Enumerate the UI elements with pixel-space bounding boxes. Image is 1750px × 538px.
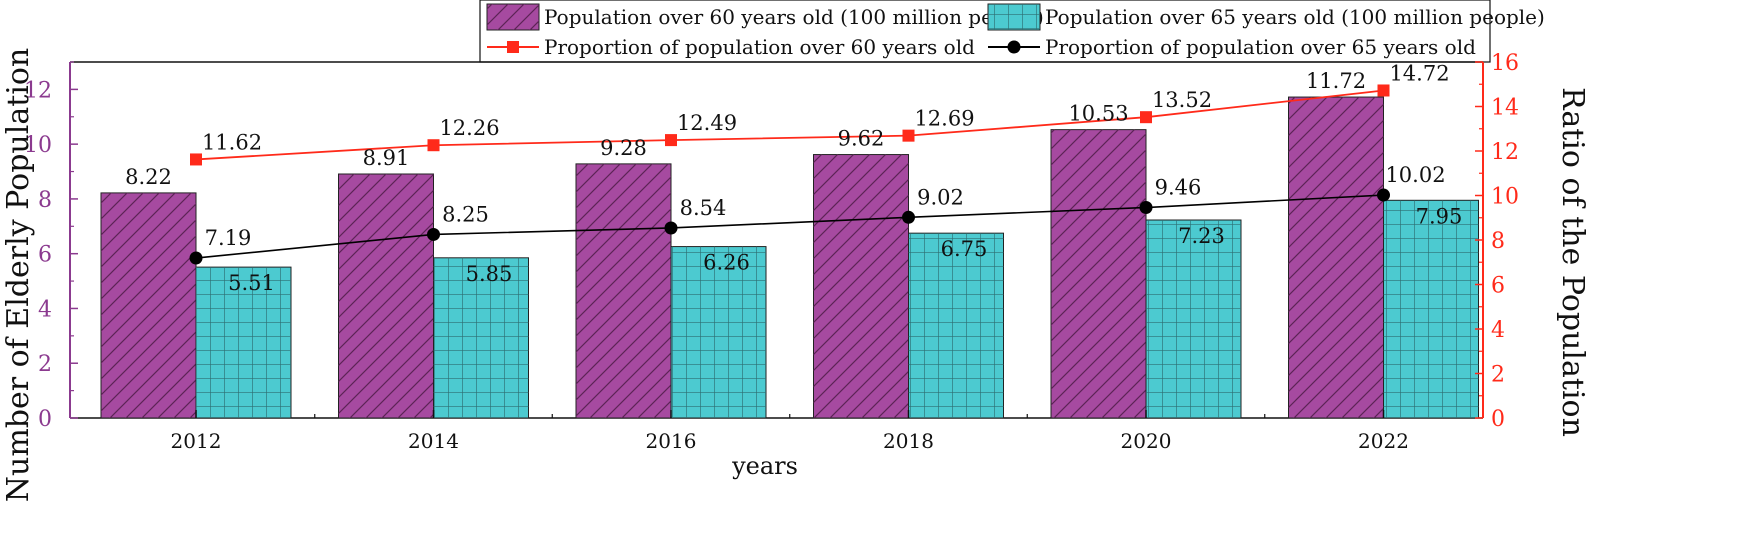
left-axis-tick-label: 0: [38, 407, 52, 432]
bar-over-65-hatch: [433, 257, 529, 418]
left-axis-tick-label: 10: [24, 133, 52, 158]
bar-over-65-value-label: 6.75: [941, 237, 988, 261]
bar-over-60-hatch: [1288, 97, 1384, 418]
legend-label-over-60-bar: Population over 60 years old (100 millio…: [544, 5, 1044, 29]
line-over-65-marker: [1377, 188, 1390, 202]
right-axis-title: Ratio of the Population: [1555, 87, 1590, 437]
bar-over-60-value-label: 9.28: [600, 136, 647, 160]
line-over-60-value-label: 11.62: [202, 130, 262, 154]
line-over-65-marker: [902, 210, 915, 224]
bar-over-65-value-label: 5.51: [228, 271, 275, 295]
line-over-65-value-label: 10.02: [1385, 163, 1445, 187]
line-over-65-value-label: 9.02: [917, 185, 964, 209]
line-over-65-value-label: 8.25: [442, 202, 489, 226]
bar-over-65-value-label: 6.26: [703, 251, 750, 275]
legend-box: [479, 0, 1491, 63]
bar-over-60-hatch: [338, 174, 434, 418]
line-over-60-value-label: 12.26: [439, 116, 499, 140]
left-axis-tick-label: 2: [38, 352, 52, 377]
line-over-65-marker: [664, 221, 678, 235]
line-over-60-marker: [1140, 111, 1152, 124]
bar-over-65-hatch: [196, 267, 291, 418]
legend-label-over-60-line: Proportion of population over 60 years o…: [544, 35, 975, 59]
line-over-60-marker: [427, 139, 440, 152]
line-over-65-proportion: [195, 194, 1384, 259]
bar-over-65-value-label: 7.95: [1416, 204, 1463, 228]
bar-over-65-value-label: 7.23: [1178, 224, 1225, 248]
line-over-65-marker: [427, 227, 440, 241]
legend: Population over 60 years old (100 millio…: [479, 0, 1545, 63]
line-over-65-marker: [1139, 201, 1153, 215]
line-over-60-value-label: 14.72: [1389, 61, 1449, 85]
data-labels: 8.22 5.51 8.91 5.85 9.28 6.26 9.62 6.75 10.53 7.2…: [125, 61, 1462, 295]
left-axis-tick-label: 4: [38, 297, 52, 322]
line-series: [189, 84, 1390, 265]
plot-area: [70, 61, 1483, 419]
line-over-65-value-label: 8.54: [680, 196, 727, 220]
line-over-60-proportion: [195, 89, 1384, 161]
bars: [100, 96, 1479, 419]
bar-over-60-hatch: [813, 154, 909, 418]
x-axis-tick-label: 2014: [408, 429, 459, 453]
line-over-65-value-label: 9.46: [1155, 176, 1202, 200]
bar-over-60-hatch: [576, 163, 671, 418]
line-over-65-value-label: 7.19: [205, 226, 252, 250]
legend-label-over-65-bar: Population over 65 years old (100 millio…: [1045, 5, 1545, 29]
bar-over-65-hatch: [671, 246, 766, 418]
x-axis-tick-label: 2012: [171, 429, 222, 453]
bar-over-60-hatch: [101, 192, 196, 418]
left-axis-tick-label: 6: [38, 243, 52, 268]
legend-swatch-over-65-bar-hatch: [988, 4, 1040, 30]
x-axis-tick-label: 2016: [646, 429, 697, 453]
legend-swatch-over-65-marker: [1007, 40, 1021, 54]
line-over-60-marker: [665, 134, 677, 147]
legend-swatch-over-60-bar-hatch: [487, 4, 539, 30]
right-axis-tick-label: 14: [1491, 96, 1519, 121]
line-over-60-marker: [1377, 84, 1390, 97]
bar-over-60-value-label: 9.62: [838, 127, 885, 151]
right-axis-tick-label: 12: [1491, 140, 1519, 165]
right-axis-tick-label: 16: [1491, 51, 1519, 76]
right-axis-tick-label: 6: [1491, 274, 1505, 299]
right-axis-tick-label: 10: [1491, 185, 1519, 210]
line-over-60-marker: [902, 129, 915, 142]
legend-swatch-over-60-marker: [507, 41, 519, 53]
bar-over-60-value-label: 8.91: [363, 146, 410, 170]
x-axis-tick-label: 2020: [1121, 429, 1172, 453]
bar-over-65-hatch: [1146, 220, 1241, 418]
bar-over-60-value-label: 10.53: [1068, 102, 1128, 126]
x-axis-tick-label: 2018: [883, 429, 934, 453]
x-axis-title: years: [731, 452, 798, 480]
bar-over-65-hatch: [1383, 200, 1479, 418]
left-axis-title: Number of Elderly Population: [1, 48, 36, 503]
bar-over-65-value-label: 5.85: [466, 262, 513, 286]
left-axis-tick-label: 8: [38, 188, 52, 213]
right-axis-tick-label: 0: [1491, 407, 1505, 432]
bar-over-65-hatch: [908, 233, 1004, 418]
line-over-60-marker: [190, 153, 202, 166]
line-over-60-value-label: 12.69: [914, 107, 974, 131]
axes: 0 2 4 6 8 10 12 0 2 4 6 8 10 12 14 16 2012 2014 2016 2018 20…: [24, 51, 1519, 453]
x-axis-tick-label: 2022: [1358, 429, 1409, 453]
line-over-60-value-label: 12.49: [677, 111, 737, 135]
right-axis-tick-label: 2: [1491, 363, 1505, 388]
right-axis-tick-label: 4: [1491, 318, 1505, 343]
bar-over-60-value-label: 11.72: [1306, 69, 1366, 93]
left-axis-tick-label: 12: [24, 78, 52, 103]
legend-label-over-65-line: Proportion of population over 65 years o…: [1045, 35, 1476, 59]
line-over-65-marker: [189, 251, 203, 265]
line-over-60-value-label: 13.52: [1152, 88, 1212, 112]
bar-over-60-value-label: 8.22: [125, 165, 172, 189]
bar-over-60-hatch: [1051, 129, 1146, 418]
right-axis-tick-label: 8: [1491, 229, 1505, 254]
